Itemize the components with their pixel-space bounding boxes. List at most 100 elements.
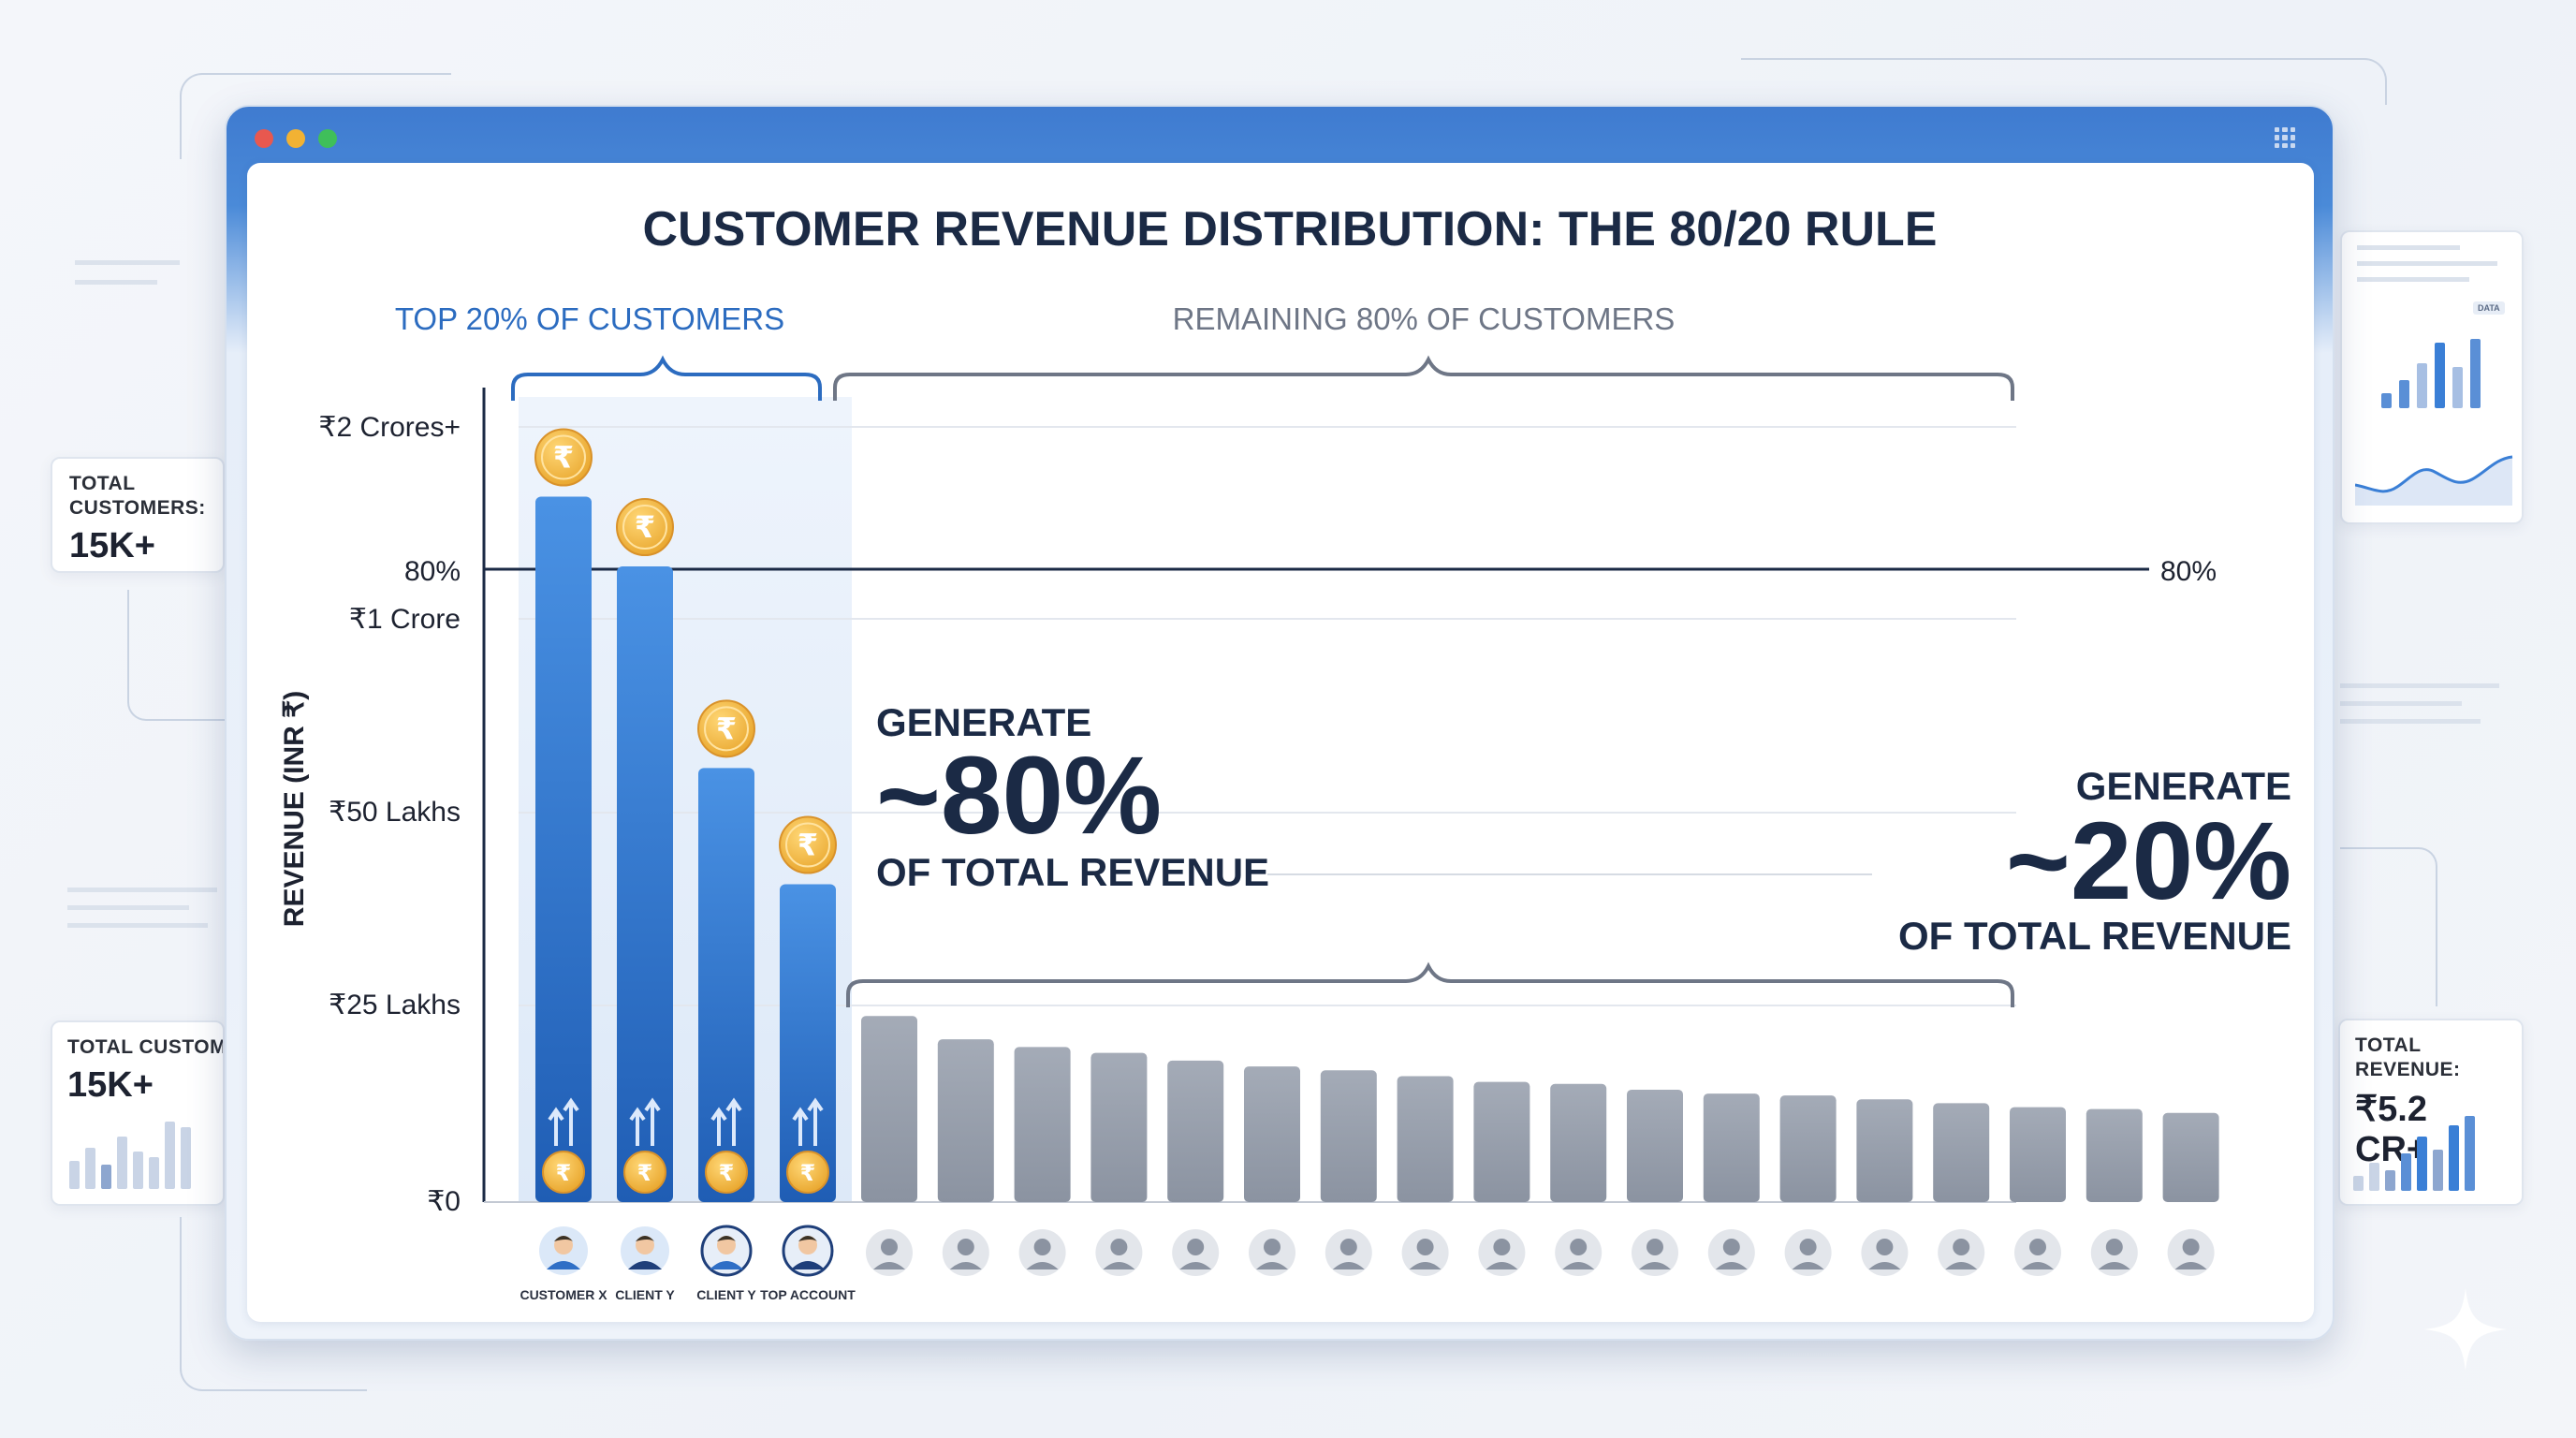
app-window: CUSTOMER REVENUE DISTRIBUTION: THE 80/20… bbox=[225, 105, 2334, 1341]
rest-bar bbox=[1779, 1095, 1837, 1202]
svg-text:₹: ₹ bbox=[800, 1160, 816, 1186]
growth-arrow-icon bbox=[792, 1097, 824, 1146]
svg-text:₹: ₹ bbox=[637, 1160, 653, 1186]
customer-avatar-icon bbox=[621, 1226, 669, 1275]
x-tick-label: CLIENT Y bbox=[615, 1287, 675, 1302]
y-tick-label: 80% bbox=[404, 556, 461, 587]
customer-avatar-icon bbox=[1707, 1229, 1755, 1276]
bg-text-lines-left bbox=[75, 260, 180, 285]
y-axis-label: REVENUE (INR ₹) bbox=[279, 691, 310, 927]
revenue-chart: CUSTOMER REVENUE DISTRIBUTION: THE 80/20… bbox=[279, 202, 2291, 1302]
rest-bar bbox=[1397, 1076, 1454, 1202]
bg-connector-bottom-left bbox=[180, 1217, 367, 1391]
rest-bar bbox=[1550, 1083, 1607, 1202]
customer-avatar-icon bbox=[1478, 1229, 1526, 1276]
group-label-rest: REMAINING 80% OF CUSTOMERS bbox=[1173, 301, 1676, 336]
sparkle-icon bbox=[2424, 1288, 2507, 1371]
brace-rest-bars bbox=[846, 961, 2014, 1007]
growth-arrow-icon bbox=[548, 1097, 579, 1146]
rupee-coin-icon: ₹ bbox=[623, 1151, 666, 1194]
svg-text:₹: ₹ bbox=[716, 711, 737, 746]
card-label: CUSTOMERS: bbox=[69, 497, 206, 519]
rest-callout-big: ~20% bbox=[2006, 800, 2291, 923]
card-value: 15K+ bbox=[67, 1065, 154, 1105]
card-value: 15K+ bbox=[69, 526, 155, 565]
rupee-coin-icon: ₹ bbox=[705, 1151, 748, 1194]
customer-avatar-icon bbox=[1632, 1229, 1678, 1276]
brace-top-group bbox=[511, 355, 822, 401]
rest-bar bbox=[1703, 1093, 1760, 1202]
rest-bar bbox=[1167, 1060, 1224, 1202]
analytics-card: DATA bbox=[2340, 230, 2524, 524]
x-tick-label: CLIENT Y bbox=[696, 1287, 756, 1302]
growth-arrow-icon bbox=[629, 1097, 661, 1146]
total-customers-card: TOTAL CUSTOMERS: 15K+ bbox=[51, 457, 225, 573]
customer-avatar-icon bbox=[942, 1229, 989, 1276]
top-callout-line1: GENERATE bbox=[876, 700, 1091, 744]
mini-bar-chart bbox=[69, 1122, 191, 1189]
rest-bar bbox=[1014, 1047, 1071, 1202]
rupee-coin-icon: ₹ bbox=[616, 498, 674, 557]
bg-text-lines-left-lower bbox=[67, 888, 217, 928]
customer-avatar-icon bbox=[1861, 1229, 1909, 1276]
customer-avatar-icon bbox=[2090, 1229, 2138, 1276]
window-controls bbox=[255, 129, 337, 148]
y-tick-label: ₹2 Crores+ bbox=[318, 412, 461, 443]
customer-avatar-icon bbox=[866, 1229, 913, 1276]
customer-avatar-icon bbox=[1938, 1229, 1985, 1276]
maximize-dot[interactable] bbox=[318, 129, 337, 148]
rest-bar bbox=[2010, 1107, 2066, 1202]
chart-title: CUSTOMER REVENUE DISTRIBUTION: THE 80/20… bbox=[642, 202, 1937, 257]
svg-text:₹: ₹ bbox=[719, 1160, 735, 1186]
svg-text:₹: ₹ bbox=[635, 509, 655, 545]
rest-bar bbox=[1627, 1089, 1683, 1202]
top-bar bbox=[617, 566, 673, 1202]
card-value: ₹5.2 CR+ bbox=[2355, 1090, 2428, 1169]
growth-arrow-icon bbox=[710, 1097, 742, 1146]
total-customers-card-lower: TOTAL CUSTOME 15K+ bbox=[51, 1020, 225, 1206]
customer-avatar-icon bbox=[1095, 1229, 1143, 1276]
mini-bar-chart bbox=[2353, 1116, 2475, 1191]
card-label: TOTAL CUSTOME bbox=[67, 1036, 225, 1058]
rest-bar bbox=[1320, 1070, 1377, 1202]
total-revenue-card: TOTAL REVENUE: ₹5.2 CR+ bbox=[2338, 1019, 2524, 1206]
bg-connector-top-right bbox=[1741, 58, 2387, 105]
rupee-coin-icon: ₹ bbox=[697, 699, 755, 758]
close-dot[interactable] bbox=[255, 129, 273, 148]
rest-bar bbox=[1856, 1099, 1913, 1202]
svg-text:₹: ₹ bbox=[553, 440, 574, 476]
top-bar bbox=[780, 884, 836, 1202]
customer-avatar-icon bbox=[700, 1225, 753, 1277]
customer-avatar-icon bbox=[1018, 1229, 1066, 1276]
rupee-coin-icon: ₹ bbox=[779, 815, 837, 874]
customer-avatar-icon bbox=[1325, 1229, 1372, 1276]
top-bar bbox=[535, 496, 592, 1202]
mini-line-chart bbox=[2355, 455, 2513, 506]
y-tick-label: ₹1 Crore bbox=[349, 604, 461, 635]
customer-avatar-icon bbox=[1555, 1229, 1603, 1276]
svg-text:₹: ₹ bbox=[798, 828, 818, 863]
bg-connector-right-mid bbox=[2340, 847, 2437, 1006]
customer-avatar-icon bbox=[539, 1226, 588, 1275]
bg-text-lines-right bbox=[2340, 683, 2499, 724]
top-callout-big: ~80% bbox=[876, 734, 1162, 858]
rest-bar bbox=[1090, 1052, 1148, 1202]
x-tick-label: TOP ACCOUNT bbox=[760, 1287, 856, 1302]
card-label: TOTAL REVENUE: bbox=[2355, 1034, 2461, 1080]
customer-avatar-icon bbox=[2167, 1229, 2215, 1276]
chart-panel: CUSTOMER REVENUE DISTRIBUTION: THE 80/20… bbox=[247, 163, 2314, 1322]
rupee-coin-icon: ₹ bbox=[542, 1151, 585, 1194]
customer-avatar-icon bbox=[1784, 1229, 1832, 1276]
minimize-dot[interactable] bbox=[286, 129, 305, 148]
customer-avatar-icon bbox=[2014, 1229, 2061, 1276]
customer-avatar-icon bbox=[1172, 1229, 1220, 1276]
grid-menu-icon[interactable] bbox=[2275, 127, 2295, 148]
rest-bar bbox=[1244, 1066, 1300, 1202]
rest-bar bbox=[1473, 1081, 1530, 1202]
rest-bar bbox=[1933, 1103, 1990, 1202]
brace-rest-group bbox=[833, 355, 2014, 401]
rupee-coin-icon: ₹ bbox=[534, 428, 593, 487]
mini-bar-chart bbox=[2381, 339, 2481, 408]
y-tick-label: ₹50 Lakhs bbox=[329, 797, 461, 828]
card-label: TOTAL bbox=[69, 473, 136, 494]
